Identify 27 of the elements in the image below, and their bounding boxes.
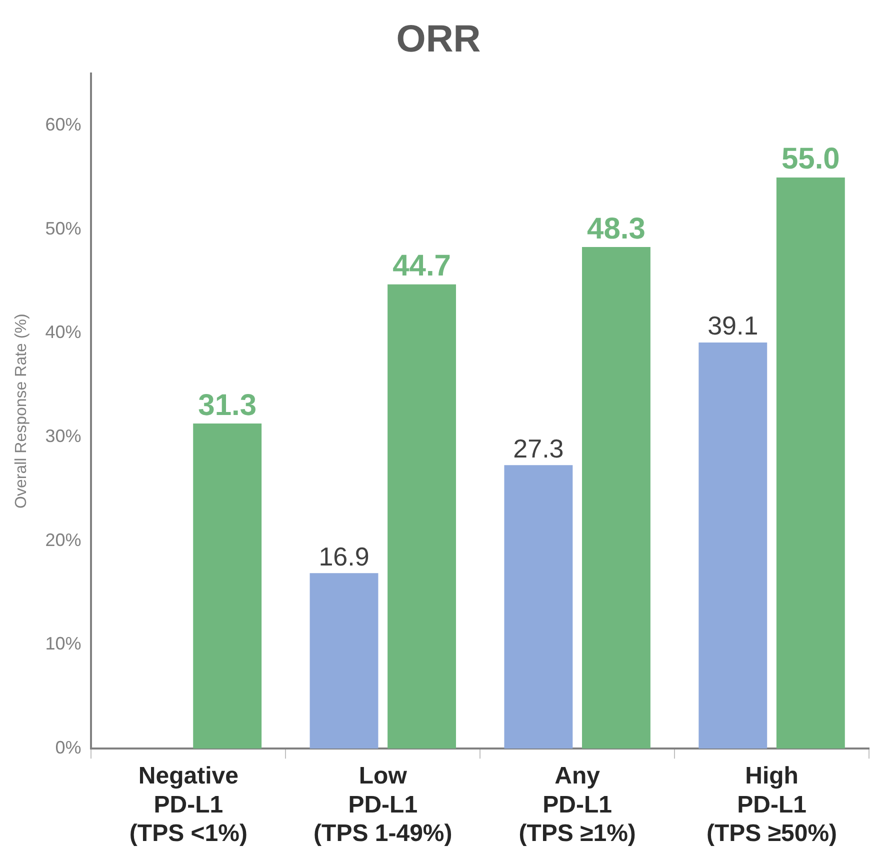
y-tick-label: 0% <box>55 738 82 758</box>
x-tick-label: High PD-L1 (TPS ≥50%) <box>706 762 838 848</box>
bar <box>582 247 650 749</box>
data-label: 48.3 <box>587 212 646 246</box>
data-label: 16.9 <box>318 541 370 572</box>
bar <box>388 284 456 749</box>
y-tick-label: 60% <box>45 114 82 134</box>
data-label: 27.3 <box>513 433 564 464</box>
data-label: 39.1 <box>708 310 758 341</box>
bar <box>310 573 378 749</box>
bar <box>776 177 845 749</box>
y-tick-label: 30% <box>45 426 82 446</box>
data-label: 44.7 <box>392 250 451 283</box>
bar <box>698 342 768 749</box>
data-label: 55.0 <box>781 142 840 176</box>
y-axis-title: Overall Response Rate (%) <box>13 314 30 508</box>
y-tick-label: 20% <box>45 530 82 550</box>
bar <box>504 465 573 749</box>
bar <box>193 424 262 749</box>
x-tick-label: Negative PD-L1 (TPS <1%) <box>129 762 248 848</box>
chart-title: ORR <box>396 18 481 60</box>
y-tick-label: 40% <box>45 322 82 342</box>
x-tick-label: Any PD-L1 (TPS ≥1%) <box>518 762 636 848</box>
y-tick-label: 50% <box>45 218 82 238</box>
y-tick-label: 10% <box>45 634 82 654</box>
x-tick-label: Low PD-L1 (TPS 1-49%) <box>314 762 452 848</box>
data-label: 31.3 <box>198 388 257 422</box>
